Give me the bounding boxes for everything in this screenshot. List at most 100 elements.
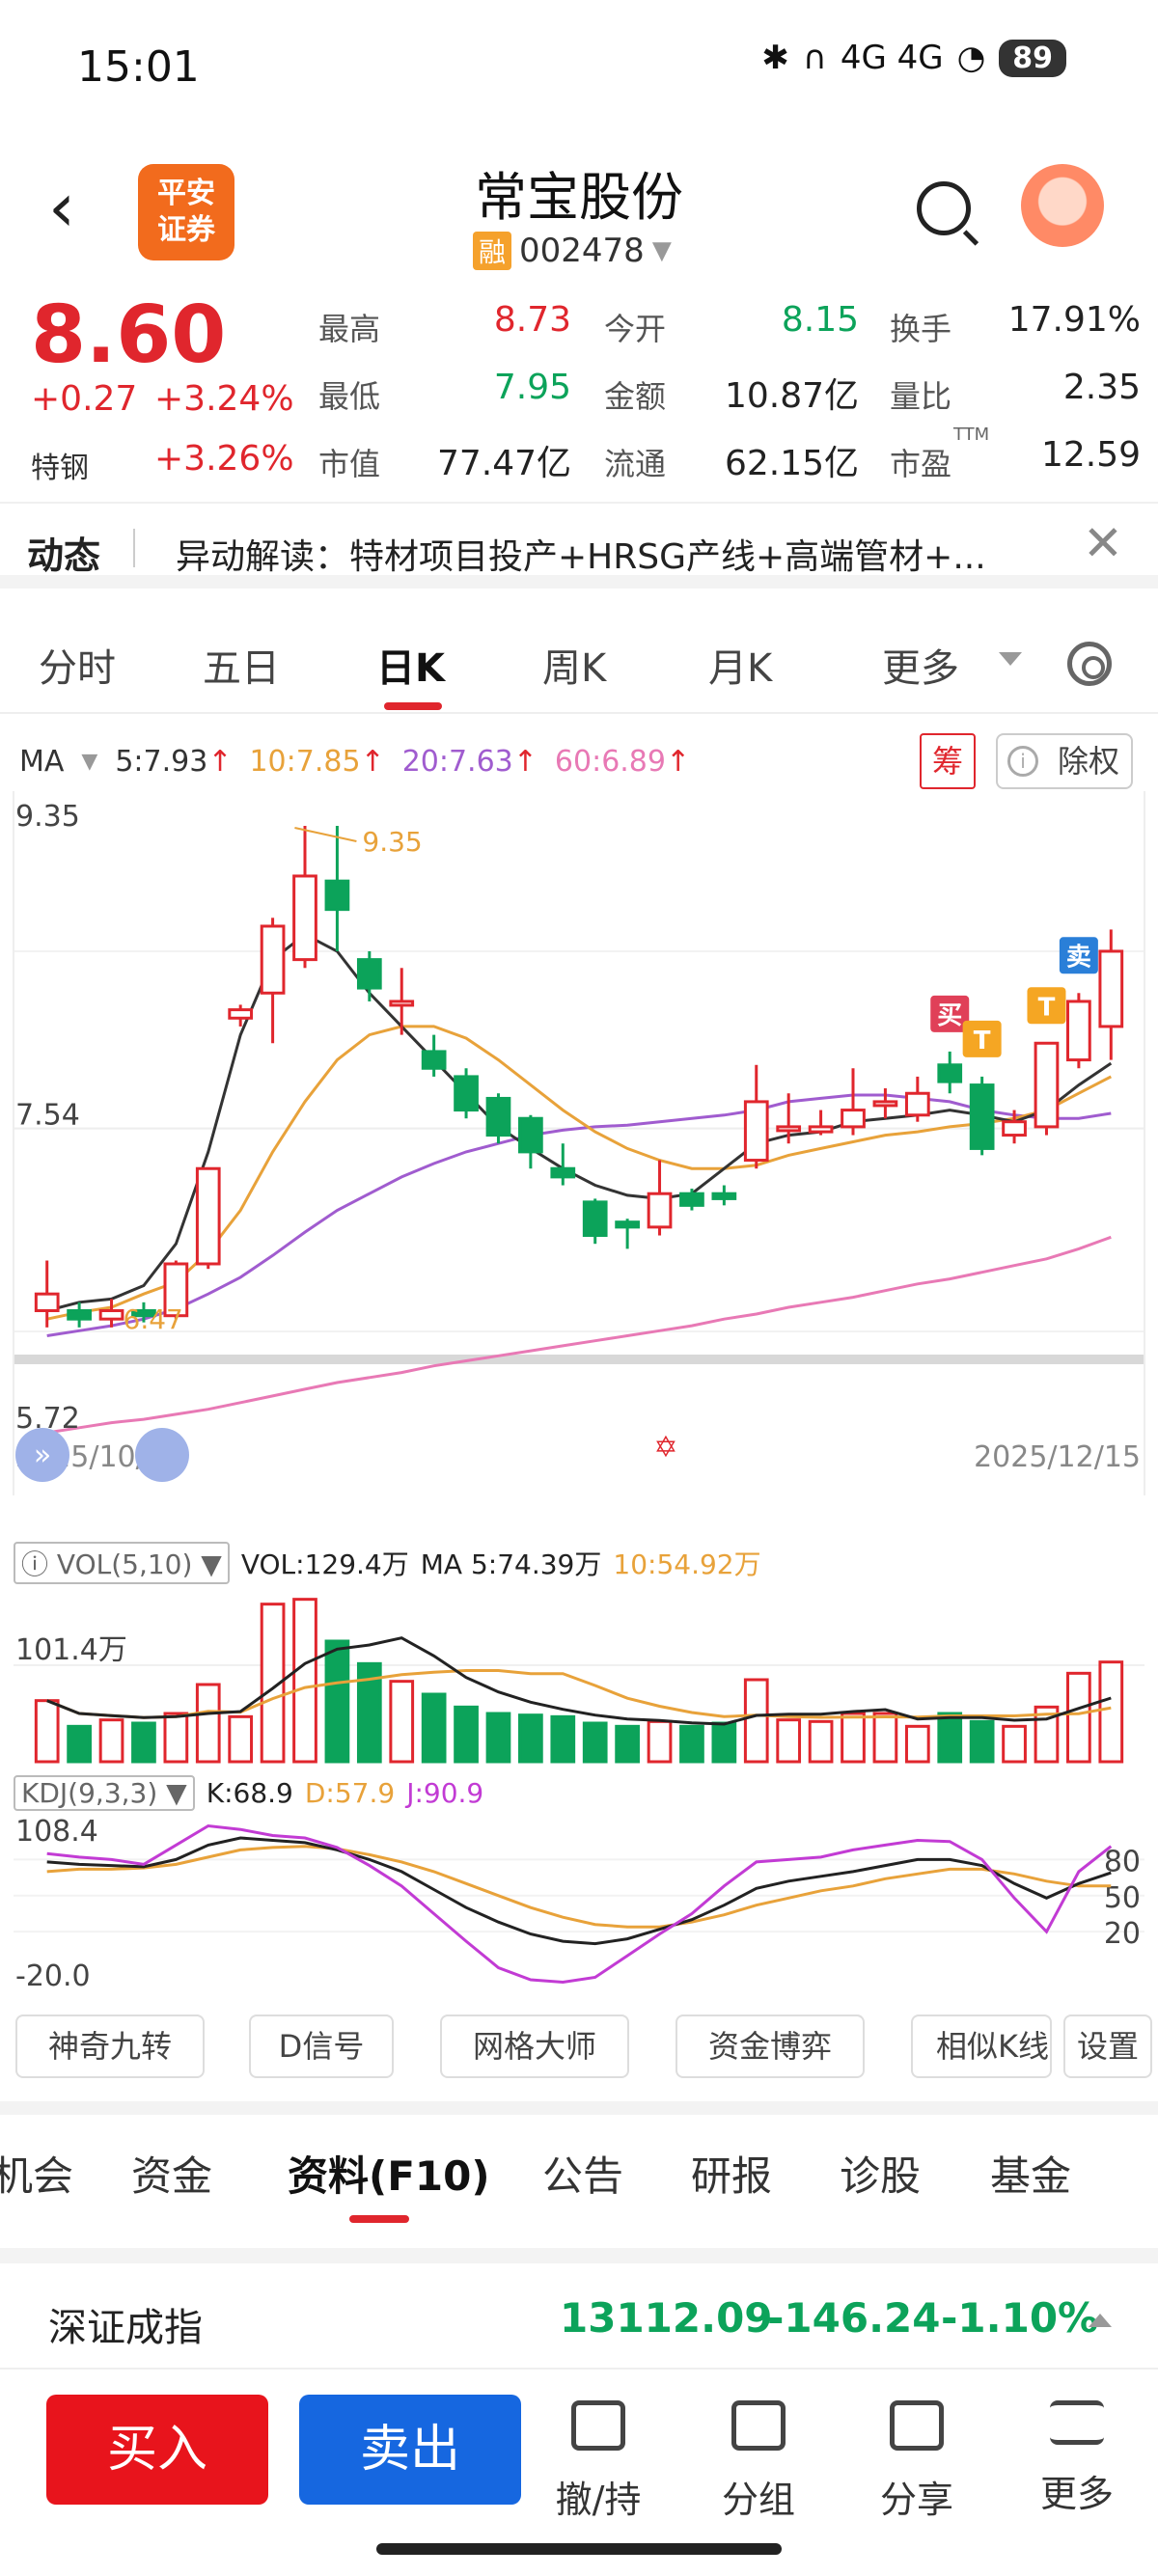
indicator-button[interactable]: 相似K线 bbox=[911, 2014, 1052, 2078]
stock-code-selector[interactable]: 融 002478 ▼ bbox=[473, 232, 672, 270]
candle bbox=[1098, 949, 1124, 1028]
date-end: 2025/12/15 bbox=[974, 1440, 1141, 1474]
candle bbox=[1066, 1000, 1091, 1062]
quote-label: 市盈 bbox=[890, 446, 952, 482]
candle bbox=[518, 1116, 543, 1154]
volume-bar bbox=[615, 1724, 640, 1764]
volume-bar bbox=[454, 1705, 479, 1764]
more-button[interactable]: 更多 bbox=[1009, 2400, 1144, 2517]
tab-daily-k[interactable]: 日K bbox=[376, 646, 445, 691]
candle bbox=[1034, 1041, 1060, 1129]
quote-value: 8.15 bbox=[781, 300, 859, 340]
kdj-indicator-selector[interactable]: KDJ(9,3,3) ▼ bbox=[14, 1775, 195, 1811]
kdj-k-line bbox=[46, 1836, 1112, 1946]
divider bbox=[0, 2101, 1158, 2115]
ma20-line bbox=[46, 1093, 1112, 1337]
tab-announcements[interactable]: 公告 bbox=[542, 2152, 624, 2200]
indicator-button[interactable]: 神奇九转 bbox=[15, 2014, 205, 2078]
tab-weekly-k[interactable]: 周K bbox=[542, 646, 607, 691]
candle bbox=[808, 1125, 834, 1134]
back-button[interactable]: ‹ bbox=[48, 168, 75, 247]
volume-bar bbox=[743, 1678, 769, 1764]
tab-monthly-k[interactable]: 月K bbox=[708, 646, 773, 691]
news-text[interactable]: 异动解读：特材项目投产+HRSG产线+高端管材+... bbox=[176, 537, 986, 577]
group-button[interactable]: 分组 bbox=[691, 2400, 826, 2523]
volume-bar bbox=[292, 1598, 317, 1764]
kdj-axis-bottom: -20.0 bbox=[15, 1959, 91, 1993]
quote-value: 77.47亿 bbox=[436, 444, 571, 483]
active-tab-indicator bbox=[349, 2215, 409, 2223]
current-price-band bbox=[14, 1355, 1144, 1364]
action-label: 撤/持 bbox=[555, 2479, 642, 2521]
gear-icon[interactable] bbox=[1067, 642, 1112, 686]
candle bbox=[969, 1083, 995, 1150]
kdj-legend[interactable]: KDJ(9,3,3) ▼ K:68.9 D:57.9 J:90.9 bbox=[14, 1775, 483, 1811]
bluetooth-icon: ✱ bbox=[761, 39, 789, 77]
volume-bar bbox=[776, 1718, 802, 1764]
volume-chart[interactable]: 101.4万 bbox=[0, 1582, 1158, 1766]
tab-funds[interactable]: 资金 bbox=[131, 2152, 213, 2200]
home-indicator bbox=[376, 2543, 782, 2555]
search-icon[interactable] bbox=[917, 181, 971, 235]
tab-more[interactable]: 更多 bbox=[882, 646, 959, 691]
quote-label: 今开 bbox=[604, 311, 667, 347]
volume-legend[interactable]: ⓘ VOL(5,10) ▼ VOL:129.4万 MA 5:74.39万 10:… bbox=[14, 1542, 761, 1584]
event-star-icon: ✡ bbox=[653, 1431, 677, 1465]
volume-bar bbox=[1098, 1660, 1124, 1764]
news-strip[interactable] bbox=[0, 502, 1158, 589]
volume-axis-label: 101.4万 bbox=[15, 1633, 127, 1667]
sell-button[interactable]: 卖出 bbox=[299, 2395, 521, 2505]
volume-bar bbox=[98, 1718, 124, 1764]
tab-fund[interactable]: 基金 bbox=[990, 2152, 1072, 2200]
volume-indicator-selector[interactable]: ⓘ VOL(5,10) ▼ bbox=[14, 1542, 230, 1584]
stock-code: 002478 bbox=[519, 232, 645, 270]
tab-intraday[interactable]: 分时 bbox=[39, 646, 116, 691]
wifi-icon: ◔ bbox=[956, 39, 986, 77]
candle bbox=[131, 1309, 156, 1318]
indicator-button[interactable]: 网格大师 bbox=[440, 2014, 629, 2078]
quote-label: 最高 bbox=[318, 311, 381, 347]
kdj-j-line bbox=[46, 1823, 1113, 1985]
indicator-button[interactable]: 资金博弈 bbox=[676, 2014, 865, 2078]
quote-label: 量比 bbox=[890, 378, 952, 415]
share-button[interactable]: 分享 bbox=[849, 2400, 984, 2523]
tab-five-day[interactable]: 五日 bbox=[203, 646, 280, 691]
volume-bar bbox=[421, 1692, 447, 1764]
kdj-d-value: D:57.9 bbox=[304, 1777, 396, 1809]
tab-research[interactable]: 研报 bbox=[691, 2152, 773, 2200]
tab-f10[interactable]: 资料(F10) bbox=[288, 2152, 490, 2200]
kdj-axis-top: 108.4 bbox=[15, 1815, 98, 1849]
high-marker-label: 9.35 bbox=[362, 826, 422, 858]
volume-bar bbox=[485, 1712, 511, 1764]
candle bbox=[163, 1262, 189, 1318]
expand-arrow-icon: » bbox=[34, 1439, 51, 1472]
assistant-avatar[interactable] bbox=[1021, 164, 1104, 247]
divider bbox=[133, 529, 135, 567]
ma-label: MA bbox=[19, 745, 65, 779]
volume-bar bbox=[34, 1699, 60, 1764]
broker-logo: 平安 证券 bbox=[138, 164, 234, 260]
settings-button[interactable]: 设置 bbox=[1063, 2014, 1152, 2078]
indicator-button[interactable]: D信号 bbox=[249, 2014, 394, 2078]
chip-distribution-button[interactable]: 筹 bbox=[920, 733, 976, 789]
quote-label: 市值 bbox=[318, 446, 381, 482]
buy-button[interactable]: 买入 bbox=[46, 2395, 268, 2505]
chevron-down-icon[interactable] bbox=[999, 652, 1022, 666]
cancel-hold-button[interactable]: 撤/持 bbox=[531, 2400, 666, 2523]
tab-diagnosis[interactable]: 诊股 bbox=[840, 2152, 922, 2200]
chevron-up-icon[interactable] bbox=[1089, 2314, 1112, 2327]
ma-legend[interactable]: MA ▼ 5:7.93↑ 10:7.85↑ 20:7.63↑ 60:6.89↑ bbox=[19, 745, 690, 779]
info-icon: ⓘ bbox=[21, 1548, 57, 1580]
ex-rights-button[interactable]: 除权 bbox=[996, 733, 1133, 789]
close-icon[interactable]: ✕ bbox=[1083, 515, 1123, 571]
status-time: 15:01 bbox=[77, 42, 200, 92]
tab-opportunity[interactable]: 机会 bbox=[0, 2152, 74, 2200]
index-ticker[interactable] bbox=[0, 2263, 1158, 2370]
signal-badge bbox=[930, 995, 970, 1032]
candle bbox=[711, 1192, 737, 1200]
vol-ma10: 10:54.92万 bbox=[613, 1548, 761, 1580]
candle bbox=[743, 1100, 769, 1163]
action-label: 更多 bbox=[1039, 2473, 1114, 2515]
